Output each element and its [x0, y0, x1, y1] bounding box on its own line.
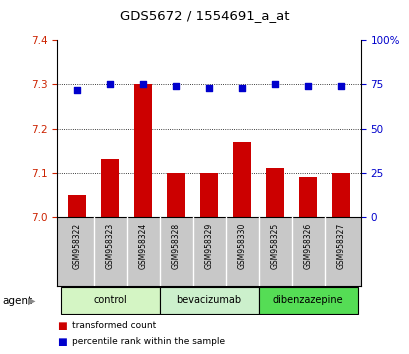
Point [205, 85, 212, 91]
Bar [232, 142, 251, 217]
Bar [298, 177, 316, 217]
Text: dibenzazepine: dibenzazepine [272, 295, 342, 305]
Bar [258, 287, 357, 314]
Text: GSM958328: GSM958328 [171, 223, 180, 269]
Point [139, 81, 146, 87]
Bar [265, 168, 283, 217]
Bar [61, 287, 159, 314]
Text: GSM958329: GSM958329 [204, 223, 213, 269]
Bar [331, 173, 349, 217]
Point [74, 87, 80, 92]
Bar [159, 287, 258, 314]
Bar [101, 160, 119, 217]
Bar [68, 195, 86, 217]
Text: GSM958323: GSM958323 [106, 223, 115, 269]
Text: GSM958322: GSM958322 [72, 223, 81, 269]
Point [238, 85, 245, 91]
Point [271, 81, 278, 87]
Text: GDS5672 / 1554691_a_at: GDS5672 / 1554691_a_at [120, 9, 289, 22]
Bar [200, 173, 218, 217]
Text: GSM958325: GSM958325 [270, 223, 279, 269]
Text: ■: ■ [57, 337, 67, 347]
Text: transformed count: transformed count [72, 321, 155, 330]
Text: ■: ■ [57, 321, 67, 331]
Text: bevacizumab: bevacizumab [176, 295, 241, 305]
Point [107, 81, 113, 87]
Text: percentile rank within the sample: percentile rank within the sample [72, 337, 224, 346]
Text: control: control [93, 295, 127, 305]
Bar [134, 84, 152, 217]
Text: ▶: ▶ [28, 296, 35, 306]
Point [173, 83, 179, 89]
Point [304, 83, 310, 89]
Text: GSM958324: GSM958324 [138, 223, 147, 269]
Bar [166, 173, 185, 217]
Point [337, 83, 344, 89]
Text: agent: agent [2, 296, 32, 306]
Text: GSM958327: GSM958327 [336, 223, 345, 269]
Text: GSM958330: GSM958330 [237, 223, 246, 269]
Text: GSM958326: GSM958326 [303, 223, 312, 269]
